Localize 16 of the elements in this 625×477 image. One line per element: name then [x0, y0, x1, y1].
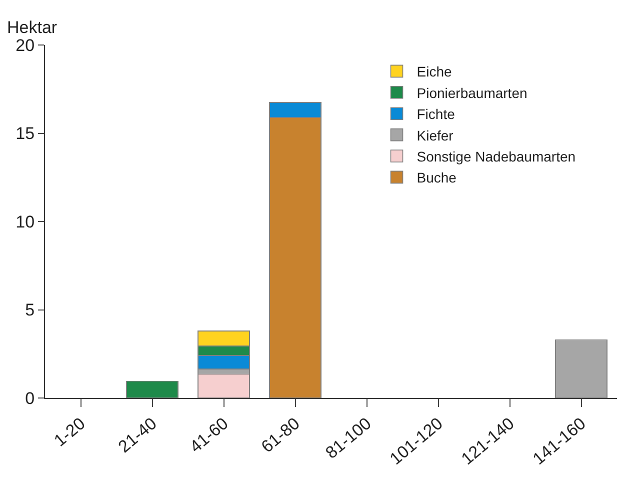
y-tick-label: 5: [25, 300, 35, 320]
x-tick-label: 1-20: [50, 414, 89, 450]
y-tick-label: 15: [16, 124, 35, 144]
bar: [555, 339, 608, 398]
legend-label: Sonstige Nadebaumarten: [416, 148, 576, 164]
legend-label: Kiefer: [416, 127, 454, 144]
y-tick-label: 10: [16, 212, 35, 232]
bar: [126, 380, 178, 398]
y-tick-label: 0: [25, 388, 35, 408]
legend-label: Eiche: [416, 64, 452, 80]
legend-label: Fichte: [416, 106, 456, 122]
legend-label: Pionierbaumarten: [416, 84, 528, 101]
y-tick-label: 20: [16, 36, 35, 55]
legend-label: Buche: [416, 170, 457, 186]
bar: [198, 374, 250, 398]
y-axis-title: Hektar: [7, 18, 58, 37]
